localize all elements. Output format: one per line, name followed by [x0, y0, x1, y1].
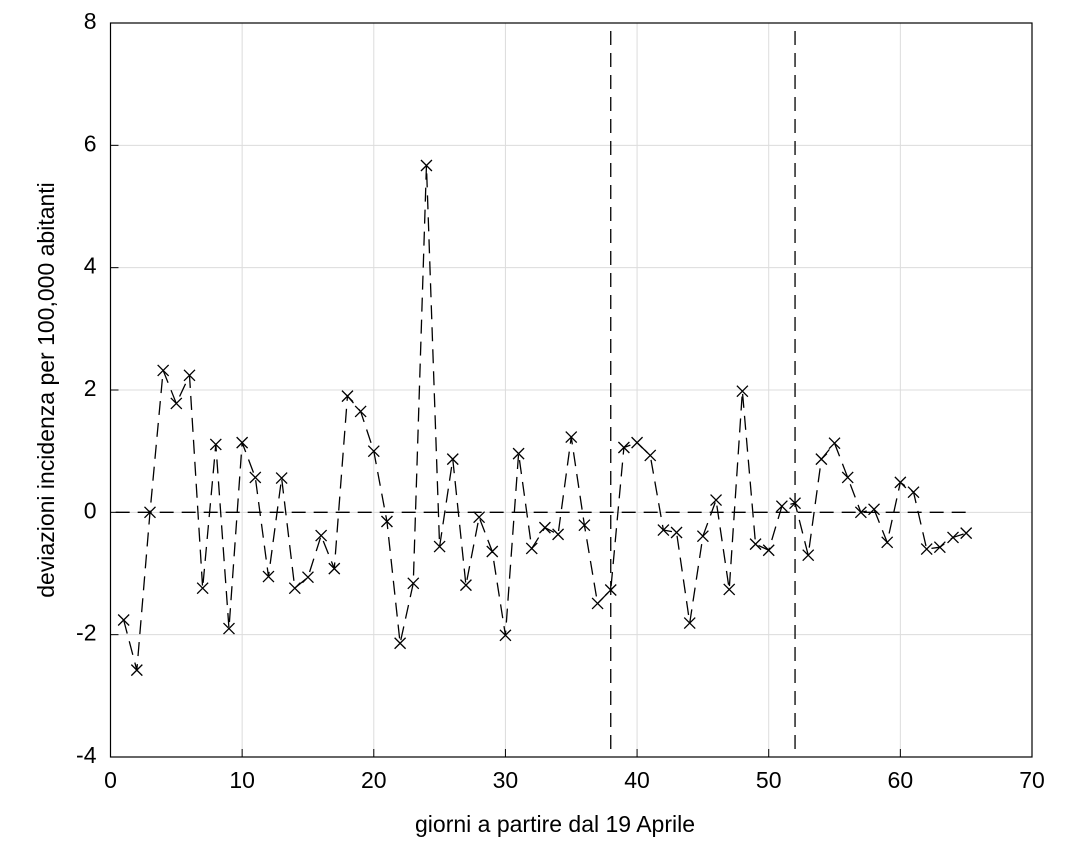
data-marker [552, 528, 565, 541]
data-marker [525, 542, 538, 555]
data-marker [512, 447, 525, 460]
data-marker [710, 494, 723, 507]
data-marker [789, 497, 802, 510]
x-tick-label: 30 [493, 767, 519, 793]
y-tick-label: -2 [76, 620, 96, 646]
data-marker [354, 405, 367, 418]
data-marker [933, 541, 946, 554]
data-marker [644, 449, 657, 462]
data-marker [473, 511, 486, 524]
data-marker [459, 579, 472, 592]
y-tick-label: 6 [84, 130, 97, 156]
data-marker [565, 431, 578, 444]
data-marker [881, 536, 894, 549]
data-marker [420, 159, 433, 172]
x-tick-label: 70 [1019, 767, 1045, 793]
data-marker [130, 664, 143, 677]
data-marker [947, 531, 959, 544]
x-axis-label: giorni a partire dal 19 Aprile [415, 811, 695, 837]
data-marker [775, 500, 788, 513]
data-marker [315, 529, 328, 542]
data-marker [223, 622, 235, 635]
y-tick-label: -4 [76, 742, 97, 768]
data-marker [275, 472, 288, 485]
x-tick-label: 50 [756, 767, 782, 793]
data-marker [736, 385, 749, 398]
data-marker [249, 471, 262, 484]
y-tick-label: 2 [84, 375, 97, 401]
data-marker [631, 436, 644, 449]
data-marker [367, 445, 380, 458]
data-marker [762, 544, 775, 557]
data-marker [394, 637, 407, 650]
data-marker [723, 583, 736, 596]
data-marker [196, 582, 209, 595]
data-marker [170, 397, 183, 410]
y-tick-label: 0 [84, 497, 97, 523]
data-marker [815, 453, 828, 466]
data-marker [157, 364, 170, 377]
data-marker [407, 577, 420, 590]
data-marker [499, 629, 512, 642]
data-marker [486, 545, 499, 558]
data-marker [657, 524, 670, 537]
data-marker [854, 506, 867, 519]
x-tick-label: 10 [229, 767, 255, 793]
x-tick-label: 20 [361, 767, 387, 793]
data-marker [578, 519, 591, 532]
data-marker [670, 526, 683, 539]
x-tick-label: 60 [888, 767, 914, 793]
data-marker [183, 369, 196, 382]
data-marker [288, 582, 301, 595]
data-marker [920, 543, 933, 555]
data-marker [696, 530, 709, 543]
data-marker [433, 540, 446, 553]
data-marker [380, 515, 393, 528]
data-marker [960, 527, 973, 540]
data-marker [828, 437, 841, 450]
y-tick-label: 4 [84, 253, 97, 279]
data-marker [446, 453, 459, 466]
data-marker [591, 597, 604, 610]
data-marker [538, 521, 551, 534]
data-marker [209, 438, 222, 451]
data-marker [683, 617, 696, 630]
data-marker [604, 584, 617, 596]
data-marker [749, 538, 762, 551]
data-marker [262, 570, 275, 583]
y-tick-label: 8 [84, 8, 97, 34]
data-marker [302, 571, 314, 584]
data-marker [868, 503, 880, 516]
data-marker [841, 471, 854, 484]
data-marker [907, 486, 920, 499]
x-tick-label: 0 [104, 767, 117, 793]
y-axis-label: deviazioni incidenza per 100,000 abitant… [33, 182, 59, 598]
data-marker [802, 549, 815, 562]
data-marker [144, 506, 156, 519]
data-marker [617, 441, 630, 454]
x-tick-label: 40 [624, 767, 650, 793]
data-marker [117, 614, 130, 626]
plot-frame [109, 22, 1033, 758]
data-marker [328, 562, 341, 575]
data-marker [341, 390, 354, 403]
data-marker [894, 476, 907, 489]
data-marker [236, 436, 249, 449]
